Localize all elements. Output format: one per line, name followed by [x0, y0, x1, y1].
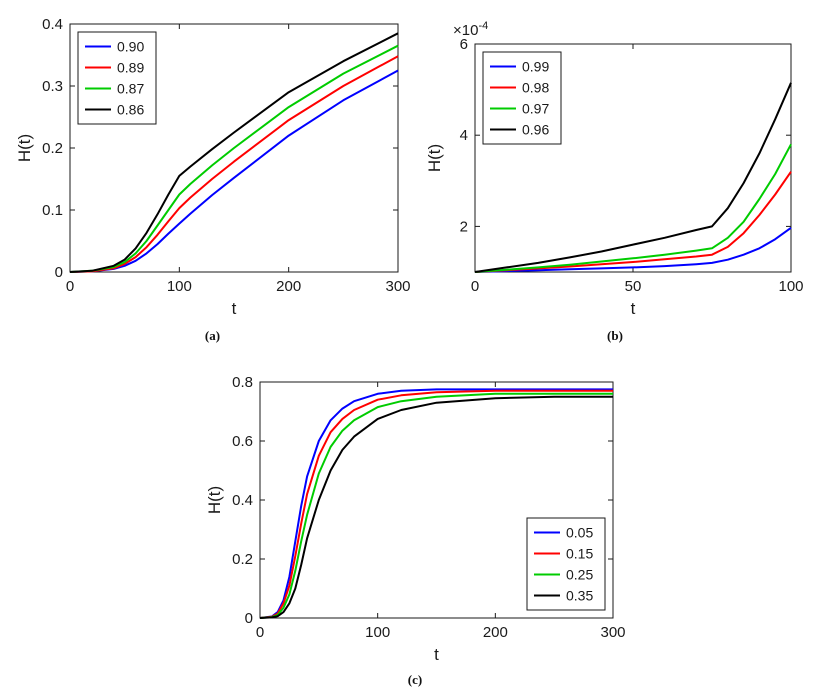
- panel-a-caption: (a): [204, 328, 221, 343]
- series-line-0.35: [259, 395, 613, 619]
- y-tick-label: 0.8: [232, 374, 253, 391]
- y-tick-label: 6: [460, 36, 468, 53]
- chart-b-canvas: 0 50 100 2 4 6 t H(t) ×10-4 0.99 0.98 0.97 0.96: [425, 20, 804, 318]
- legend-label: 0.89: [117, 60, 144, 76]
- x-tick-label: 100: [365, 624, 390, 641]
- y-tick-label: 0.1: [42, 202, 63, 219]
- x-tick-label: 0: [66, 278, 74, 295]
- y-tick-label: 0.6: [232, 433, 253, 450]
- legend-label: 0.87: [117, 81, 144, 97]
- legend-label: 0.97: [522, 101, 549, 117]
- panel-b-caption: (b): [607, 328, 623, 343]
- series-line-0.89: [69, 55, 399, 273]
- y-tick-label: 2: [460, 218, 468, 235]
- legend-label: 0.99: [522, 59, 549, 75]
- legend-label: 0.96: [522, 122, 549, 138]
- x-axis-label: t: [232, 299, 237, 318]
- y-tick-label: 0.4: [232, 492, 253, 509]
- chart-a-canvas: 0 100 200 300 0 0.1 0.2 0.3 0.4 t H(t) 0.90 0.89 0.87…: [15, 16, 410, 318]
- y-axis-label: H(t): [15, 134, 34, 162]
- y-tick-label: 4: [460, 127, 468, 144]
- series-line-0.97: [474, 143, 792, 273]
- panel-a: 0 100 200 300 0 0.1 0.2 0.3 0.4 t H(t) 0.90 0.89 0.87…: [15, 10, 410, 322]
- y-tick-label: 0.3: [42, 78, 63, 95]
- y-tick-label: 0.4: [42, 16, 63, 33]
- x-tick-label: 100: [167, 278, 192, 295]
- legend-label: 0.86: [117, 102, 144, 118]
- x-tick-label: 100: [778, 278, 803, 295]
- y-tick-label: 0.2: [42, 140, 63, 157]
- x-axis-label: t: [434, 645, 439, 664]
- series-line-0.05: [259, 388, 613, 619]
- chart-c-canvas: 0 100 200 300 0 0.2 0.4 0.6 0.8 t H(t) 0.05 0.15 0.25…: [205, 374, 625, 664]
- series-line-0.25: [259, 392, 613, 619]
- series-line-0.96: [474, 82, 792, 273]
- y-tick-label: 0: [55, 264, 63, 281]
- series-line-0.98: [474, 171, 792, 273]
- x-tick-label: 50: [625, 278, 642, 295]
- series-line-0.99: [474, 226, 792, 273]
- legend-label: 0.35: [566, 588, 593, 604]
- series-line-0.86: [69, 32, 399, 273]
- legend-label: 0.90: [117, 39, 144, 55]
- x-tick-label: 200: [276, 278, 301, 295]
- x-tick-label: 300: [600, 624, 625, 641]
- x-tick-label: 0: [256, 624, 264, 641]
- legend-label: 0.98: [522, 80, 549, 96]
- y-axis-label: H(t): [205, 486, 224, 514]
- x-tick-label: 300: [385, 278, 410, 295]
- y-axis-label: H(t): [425, 144, 444, 172]
- panel-c-caption: (c): [407, 672, 423, 687]
- x-tick-label: 200: [483, 624, 508, 641]
- legend-label: 0.15: [566, 546, 593, 562]
- panel-c: 0 100 200 300 0 0.2 0.4 0.6 0.8 t H(t) 0.05 0.15 0.25…: [205, 368, 625, 668]
- legend-label: 0.25: [566, 567, 593, 583]
- legend-label: 0.05: [566, 525, 593, 541]
- series-line-0.15: [259, 389, 613, 619]
- panel-b: 0 50 100 2 4 6 t H(t) ×10-4 0.99 0.98 0.97 0.96: [425, 10, 805, 322]
- y-tick-label: 0: [245, 610, 253, 627]
- x-tick-label: 0: [471, 278, 479, 295]
- series-line-0.87: [69, 44, 399, 273]
- y-exponent-label: ×10-4: [453, 20, 488, 39]
- y-tick-label: 0.2: [232, 551, 253, 568]
- x-axis-label: t: [631, 299, 636, 318]
